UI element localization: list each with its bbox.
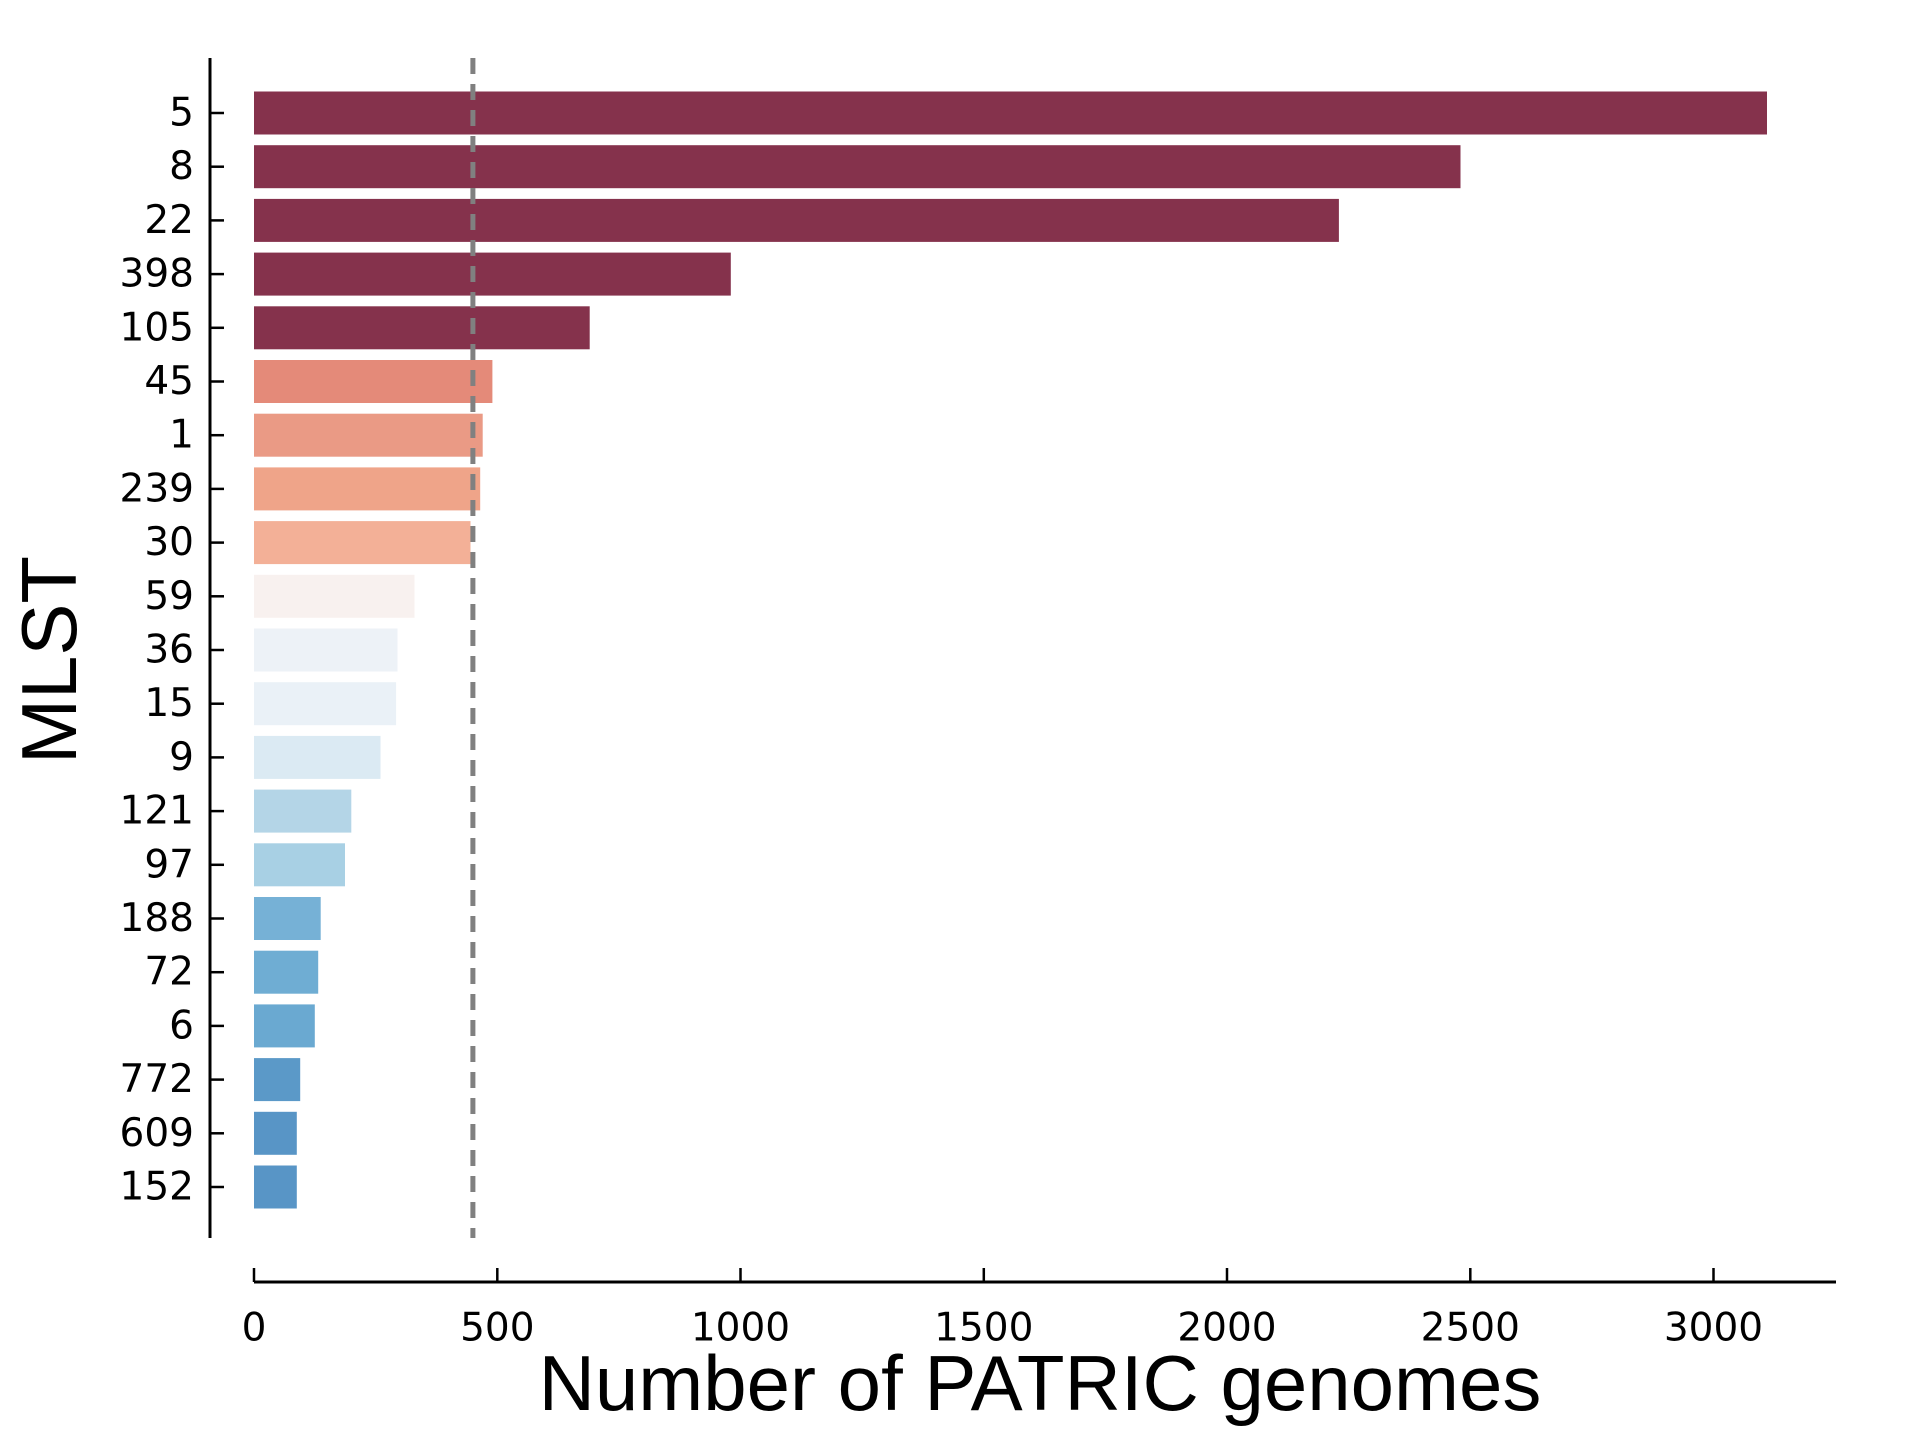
- y-tick-label: 609: [120, 1111, 194, 1156]
- bar-5: [254, 91, 1767, 135]
- x-tick-label: 1000: [691, 1306, 790, 1351]
- y-tick-label: 72: [144, 950, 194, 995]
- bar-105: [254, 306, 590, 350]
- bar-121: [254, 789, 352, 833]
- bar-97: [254, 843, 345, 887]
- bar-30: [254, 521, 471, 565]
- bar-22: [254, 198, 1339, 242]
- x-tick-label: 3000: [1664, 1306, 1763, 1351]
- bar-1: [254, 413, 483, 457]
- y-tick-label: 22: [144, 198, 194, 243]
- y-tick-label: 5: [169, 91, 194, 136]
- bar-188: [254, 897, 321, 940]
- y-tick-label: 1: [169, 413, 194, 458]
- y-tick-label: 121: [120, 789, 194, 834]
- x-tick-label: 500: [460, 1306, 534, 1351]
- bar-152: [254, 1165, 297, 1209]
- bars: [254, 91, 1767, 1209]
- y-tick-label: 36: [144, 628, 194, 673]
- x-tick-label: 1500: [934, 1306, 1033, 1351]
- bar-398: [254, 252, 731, 296]
- y-tick-label: 45: [144, 359, 194, 404]
- y-tick-label: 15: [144, 681, 194, 726]
- bar-6: [254, 1004, 315, 1048]
- bar-45: [254, 360, 493, 403]
- y-tick-label: 239: [120, 466, 194, 511]
- bar-239: [254, 467, 481, 511]
- y-tick-label: 398: [120, 252, 194, 297]
- y-tick-label: 772: [120, 1057, 194, 1102]
- bar-72: [254, 950, 319, 994]
- y-tick-label: 59: [144, 574, 194, 619]
- bar-772: [254, 1058, 301, 1102]
- x-axis: 0 500 1000 1500 2000 2500 3000: [242, 1268, 1836, 1351]
- y-tick-label: 105: [120, 305, 194, 350]
- y-tick-label: 97: [144, 842, 194, 887]
- y-tick-label: 30: [144, 520, 194, 565]
- bar-9: [254, 735, 381, 779]
- bar-15: [254, 682, 397, 726]
- bar-59: [254, 574, 415, 618]
- bar-36: [254, 628, 398, 672]
- x-tick-label: 2000: [1177, 1306, 1276, 1351]
- y-tick-label: 152: [120, 1165, 194, 1210]
- y-tick-label: 6: [169, 1003, 194, 1048]
- x-tick-label: 2500: [1421, 1306, 1520, 1351]
- bar-8: [254, 145, 1461, 189]
- y-tick-label: 188: [120, 896, 194, 941]
- y-axis-title: MLST: [5, 556, 93, 764]
- x-tick-label: 0: [242, 1306, 267, 1351]
- y-axis: 5 8 22 398 105 45 1 239 30 59 36 15 9 121 97 188 72 6 772 6…: [120, 58, 224, 1238]
- y-tick-label: 9: [169, 735, 194, 780]
- bar-609: [254, 1111, 297, 1155]
- x-axis-title: Number of PATRIC genomes: [539, 1339, 1542, 1427]
- y-tick-label: 8: [169, 144, 194, 189]
